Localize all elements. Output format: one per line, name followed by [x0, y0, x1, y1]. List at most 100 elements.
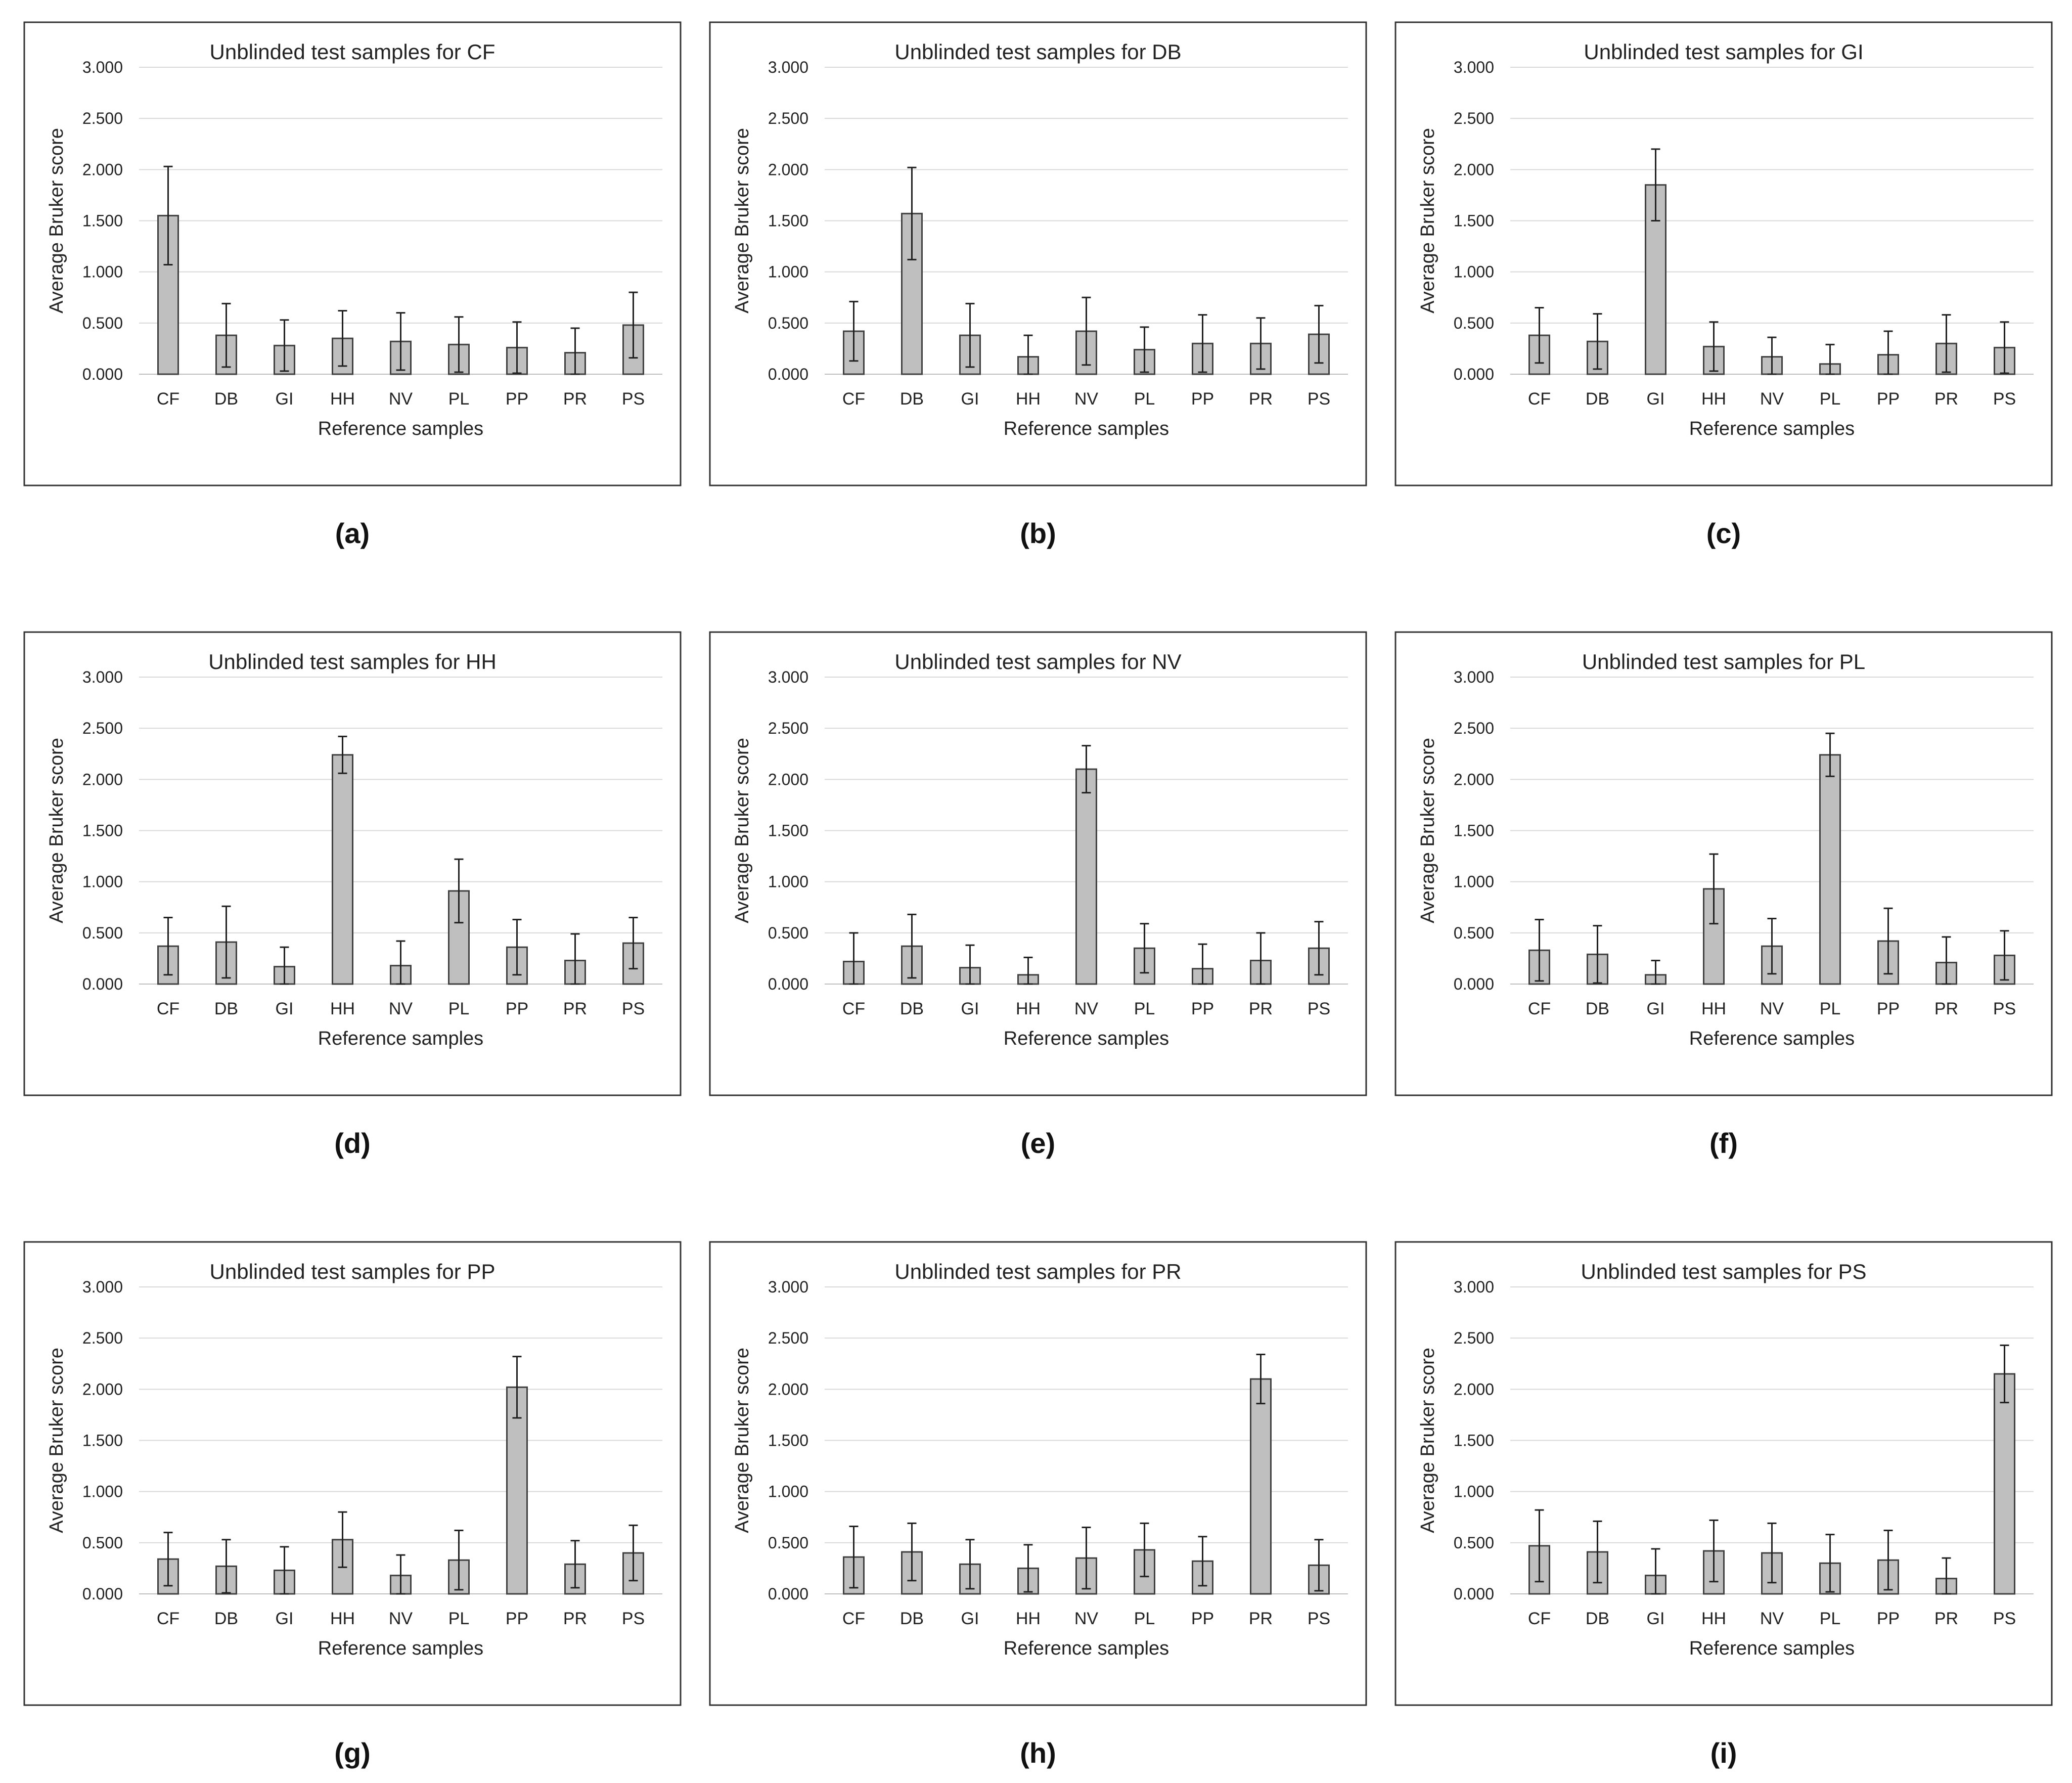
- panel-label: (f): [1709, 1127, 1738, 1159]
- y-tick-label: 2.500: [1454, 1329, 1494, 1347]
- bar-pp: [506, 1386, 528, 1595]
- chart-title: Unblinded test samples for PR: [894, 1260, 1181, 1283]
- x-tick-label: PS: [1308, 389, 1330, 409]
- y-tick-label: 2.500: [1454, 719, 1494, 737]
- panel-frame: [1394, 631, 2053, 1096]
- x-tick-label: GI: [276, 389, 294, 409]
- y-tick-label: 1.500: [82, 1432, 123, 1450]
- x-tick-label: PL: [448, 1609, 470, 1628]
- y-tick-label: 3.000: [82, 1278, 123, 1296]
- y-axis-title: Average Bruker score: [1417, 1348, 1438, 1533]
- x-tick-label: PL: [448, 999, 470, 1018]
- x-tick-label: PL: [1820, 1609, 1841, 1628]
- x-tick-label: CF: [842, 1609, 865, 1628]
- y-axis-title: Average Bruker score: [732, 738, 753, 923]
- x-tick-label: DB: [900, 1609, 924, 1628]
- x-tick-label: PR: [1249, 999, 1273, 1018]
- bar-pl: [1819, 754, 1841, 985]
- chart-title: Unblinded test samples for NV: [894, 650, 1181, 674]
- x-tick-label: PR: [1934, 389, 1958, 409]
- chart-title: Unblinded test samples for GI: [1584, 40, 1863, 64]
- y-tick-label: 2.000: [82, 160, 123, 179]
- y-tick-label: 0.500: [768, 1534, 808, 1552]
- y-tick-label: 3.000: [1454, 668, 1494, 686]
- bar-ps: [1994, 1373, 2015, 1595]
- y-tick-label: 2.000: [1454, 160, 1494, 179]
- x-tick-label: NV: [389, 999, 413, 1018]
- x-tick-label: DB: [214, 389, 238, 409]
- x-tick-label: GI: [961, 999, 979, 1018]
- y-tick-label: 3.000: [768, 668, 808, 686]
- y-tick-label: 3.000: [768, 1278, 808, 1296]
- chart-panel: Unblinded test samples for PR 0.000 0.500 1…: [709, 1241, 1367, 1769]
- y-tick-label: 2.000: [82, 1380, 123, 1398]
- chart-panel: Unblinded test samples for HH 0.000 0.500 1…: [23, 631, 682, 1159]
- x-tick-label: PP: [506, 999, 528, 1018]
- y-tick-label: 1.000: [1454, 1483, 1494, 1501]
- y-tick-label: 0.000: [82, 365, 123, 383]
- x-tick-label: HH: [330, 999, 355, 1018]
- chart-panel: Unblinded test samples for PS 0.000 0.500 1…: [1394, 1241, 2053, 1769]
- chart-panel: Unblinded test samples for PP 0.000 0.500 1…: [23, 1241, 682, 1769]
- x-tick-label: DB: [1586, 389, 1609, 409]
- panel-label: (h): [1020, 1737, 1056, 1769]
- x-tick-label: PS: [622, 999, 645, 1018]
- x-tick-label: PR: [1249, 389, 1273, 409]
- bar-nv: [1075, 768, 1097, 985]
- x-tick-label: NV: [1074, 389, 1099, 409]
- y-tick-label: 1.500: [1454, 212, 1494, 230]
- bar-pr: [1250, 1378, 1272, 1595]
- y-tick-label: 1.500: [768, 212, 808, 230]
- chart-panel: Unblinded test samples for PL 0.000 0.500 1…: [1394, 631, 2053, 1159]
- x-tick-label: PP: [506, 1609, 528, 1628]
- x-tick-label: CF: [157, 999, 179, 1018]
- x-tick-label: PP: [1877, 389, 1900, 409]
- y-tick-label: 1.000: [768, 873, 808, 891]
- x-tick-label: CF: [157, 389, 179, 409]
- x-tick-label: GI: [961, 1609, 979, 1628]
- x-tick-label: PP: [1191, 389, 1214, 409]
- panel-label: (e): [1021, 1127, 1055, 1159]
- y-tick-label: 0.500: [768, 924, 808, 942]
- y-tick-label: 2.000: [768, 770, 808, 788]
- y-tick-label: 3.000: [768, 58, 808, 76]
- x-tick-label: NV: [1760, 389, 1784, 409]
- x-tick-label: CF: [157, 1609, 179, 1628]
- y-tick-label: 1.500: [82, 212, 123, 230]
- y-tick-label: 1.500: [1454, 822, 1494, 840]
- chart-panel: Unblinded test samples for GI 0.000 0.500 1…: [1394, 21, 2053, 549]
- x-tick-label: PL: [1134, 999, 1155, 1018]
- y-tick-label: 3.000: [82, 58, 123, 76]
- chart-panel: Unblinded test samples for CF 0.000 0.500 1…: [23, 21, 682, 549]
- x-tick-label: DB: [900, 389, 924, 409]
- x-tick-label: PL: [1134, 389, 1155, 409]
- panel-frame: [1394, 1241, 2053, 1706]
- x-tick-label: GI: [961, 389, 979, 409]
- x-tick-label: HH: [330, 389, 355, 409]
- y-tick-label: 1.500: [768, 1432, 808, 1450]
- x-tick-label: HH: [1016, 1609, 1041, 1628]
- x-tick-label: DB: [900, 999, 924, 1018]
- x-axis-title: Reference samples: [1689, 1028, 1855, 1049]
- x-axis-title: Reference samples: [1004, 418, 1169, 439]
- x-tick-label: CF: [842, 389, 865, 409]
- x-tick-label: GI: [276, 1609, 294, 1628]
- y-tick-label: 1.000: [768, 1483, 808, 1501]
- x-tick-label: HH: [1701, 999, 1726, 1018]
- x-tick-label: CF: [1528, 999, 1551, 1018]
- y-tick-label: 0.500: [768, 314, 808, 332]
- x-tick-label: HH: [1701, 1609, 1726, 1628]
- x-axis-title: Reference samples: [1004, 1638, 1169, 1659]
- x-tick-label: PP: [1877, 999, 1900, 1018]
- x-tick-label: CF: [1528, 389, 1551, 409]
- x-tick-label: GI: [1647, 999, 1665, 1018]
- y-tick-label: 2.000: [768, 160, 808, 179]
- y-tick-label: 3.000: [1454, 58, 1494, 76]
- y-tick-label: 0.000: [82, 975, 123, 993]
- chart-title: Unblinded test samples for CF: [210, 40, 496, 64]
- x-tick-label: PR: [563, 1609, 587, 1628]
- x-tick-label: HH: [1016, 999, 1041, 1018]
- y-tick-label: 0.000: [82, 1585, 123, 1603]
- x-tick-label: DB: [214, 1609, 238, 1628]
